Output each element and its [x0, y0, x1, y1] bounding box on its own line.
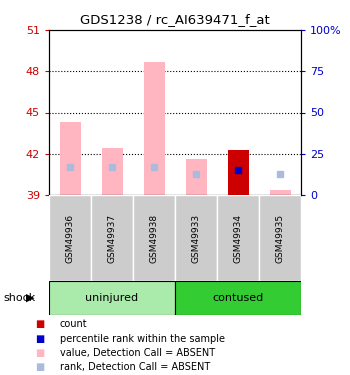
- Bar: [259, 195, 301, 281]
- Text: contused: contused: [212, 293, 264, 303]
- Bar: [175, 195, 217, 281]
- Text: percentile rank within the sample: percentile rank within the sample: [60, 334, 224, 344]
- Bar: [133, 195, 175, 281]
- Text: GSM49935: GSM49935: [275, 214, 285, 262]
- Text: GSM49938: GSM49938: [149, 214, 159, 262]
- Text: ■: ■: [35, 362, 44, 372]
- Bar: [60, 122, 80, 195]
- Bar: [102, 148, 122, 195]
- Text: shock: shock: [4, 293, 36, 303]
- Text: GSM49933: GSM49933: [191, 214, 201, 262]
- Text: uninjured: uninjured: [85, 293, 139, 303]
- Bar: [228, 150, 248, 195]
- Bar: [49, 195, 91, 281]
- Text: GSM49937: GSM49937: [107, 214, 117, 262]
- Bar: [270, 189, 290, 195]
- Text: ■: ■: [35, 334, 44, 344]
- Text: value, Detection Call = ABSENT: value, Detection Call = ABSENT: [60, 348, 215, 358]
- Bar: [175, 281, 301, 315]
- Text: ▶: ▶: [26, 293, 35, 303]
- Text: GDS1238 / rc_AI639471_f_at: GDS1238 / rc_AI639471_f_at: [80, 13, 270, 26]
- Text: ■: ■: [35, 320, 44, 329]
- Bar: [91, 195, 133, 281]
- Text: GSM49936: GSM49936: [65, 214, 75, 262]
- Bar: [144, 62, 164, 195]
- Text: count: count: [60, 320, 87, 329]
- Text: GSM49934: GSM49934: [233, 214, 243, 262]
- Text: ■: ■: [35, 348, 44, 358]
- Text: rank, Detection Call = ABSENT: rank, Detection Call = ABSENT: [60, 362, 210, 372]
- Bar: [49, 281, 175, 315]
- Bar: [186, 159, 206, 195]
- Bar: [217, 195, 259, 281]
